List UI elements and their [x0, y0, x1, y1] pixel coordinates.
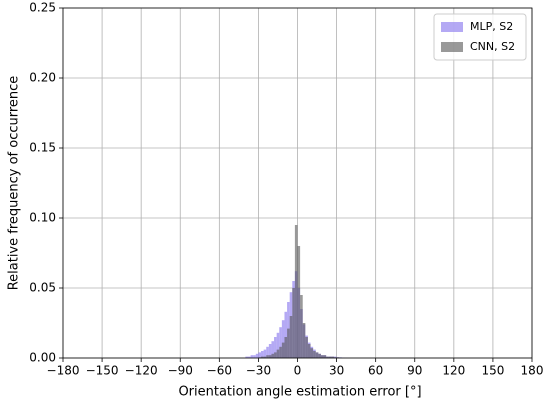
x-axis-label: Orientation angle estimation error [°]: [178, 385, 421, 400]
histogram-bar: [253, 355, 256, 358]
histogram-bar: [303, 323, 306, 358]
x-tick-label: 120: [442, 364, 465, 378]
histogram-bar: [274, 352, 277, 358]
histogram-bar: [308, 344, 311, 358]
x-tick-label: −150: [86, 364, 119, 378]
histogram-bar: [316, 352, 319, 358]
y-tick-label: 0.10: [29, 211, 56, 225]
histogram-bar: [271, 354, 274, 358]
x-tick-label: 0: [294, 364, 302, 378]
histogram-bar: [258, 352, 261, 358]
histogram-bar: [269, 355, 272, 358]
histogram-bar: [300, 295, 303, 358]
histogram-bar: [282, 343, 285, 358]
histogram-bar: [295, 225, 298, 358]
histogram-bar: [305, 337, 308, 358]
x-tick-label: −90: [168, 364, 193, 378]
x-tick-label: 180: [521, 364, 544, 378]
x-tick-label: 30: [329, 364, 344, 378]
histogram-bar: [313, 351, 316, 358]
histogram-bar: [311, 348, 314, 358]
x-tick-label: −120: [125, 364, 158, 378]
y-tick-label: 0.05: [29, 281, 56, 295]
y-axis-label: Relative frequency of occurrence: [7, 76, 22, 291]
y-tick-label: 0.25: [29, 1, 56, 15]
histogram-bar: [324, 355, 327, 358]
legend-label: MLP, S2: [470, 20, 513, 33]
x-tick-label: 60: [368, 364, 383, 378]
x-tick-label: −180: [47, 364, 80, 378]
legend-swatch: [441, 22, 463, 32]
legend-label: CNN, S2: [470, 40, 515, 53]
x-tick-label: 150: [481, 364, 504, 378]
x-tick-label: 90: [407, 364, 422, 378]
histogram-bar: [287, 329, 290, 358]
y-tick-label: 0.15: [29, 141, 56, 155]
histogram-bar: [251, 355, 254, 358]
histogram-bar: [266, 355, 269, 358]
histogram-bar: [298, 246, 301, 358]
y-tick-label: 0.00: [29, 351, 56, 365]
histogram-bar: [290, 316, 293, 358]
histogram-bar: [256, 354, 259, 358]
histogram-bar: [277, 350, 280, 358]
histogram-bar: [279, 347, 282, 358]
histogram-bar: [284, 337, 287, 358]
histogram-bar: [292, 288, 295, 358]
histogram-bar: [321, 355, 324, 358]
legend-swatch: [441, 42, 463, 52]
y-tick-label: 0.20: [29, 71, 56, 85]
histogram-bar: [318, 354, 321, 358]
x-tick-label: −60: [207, 364, 232, 378]
x-tick-label: −30: [246, 364, 271, 378]
